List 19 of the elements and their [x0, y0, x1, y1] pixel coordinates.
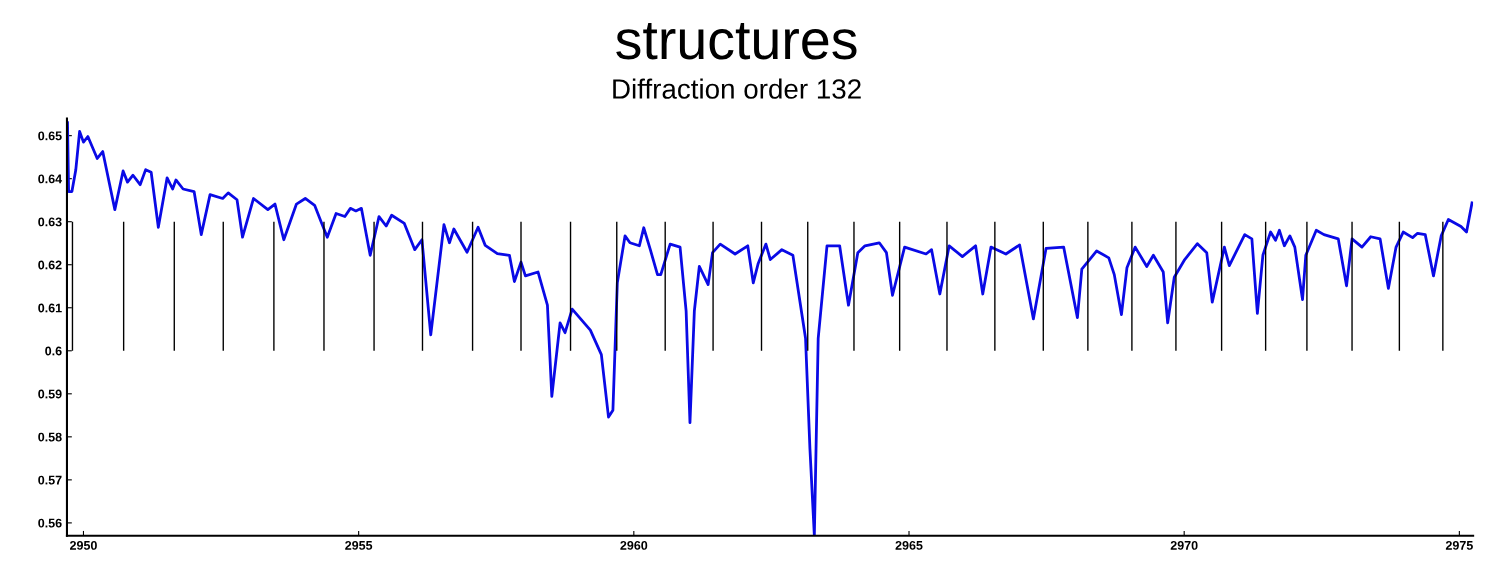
y-tick-label: 0.61 — [38, 303, 62, 313]
text: structures — [616, 23, 857, 60]
y-tick-label: 0.57 — [38, 475, 62, 485]
y-tick-label: 0.58 — [38, 432, 62, 442]
x-tick-label: 2950 — [70, 540, 97, 550]
y-tick-label: 0.6 — [45, 346, 62, 356]
y-tick-label: 0.63 — [38, 217, 62, 227]
y-tick-label: 0.62 — [38, 260, 62, 270]
x-tick-label: 2955 — [345, 540, 373, 550]
x-tick-label: 2975 — [1445, 540, 1473, 550]
line-series — [66, 121, 1474, 536]
y-tick-label: 0.59 — [38, 389, 62, 399]
x-tick-label: 2970 — [1170, 540, 1198, 550]
y-tick-label: 0.64 — [38, 174, 63, 184]
chart-title: Diffraction order 132 — [613, 78, 861, 99]
y-tick-label: 0.56 — [38, 518, 62, 528]
x-tick-label: 2960 — [620, 540, 648, 550]
x-tick-label: 2965 — [895, 540, 923, 550]
y-tick-label: 0.65 — [38, 131, 62, 141]
